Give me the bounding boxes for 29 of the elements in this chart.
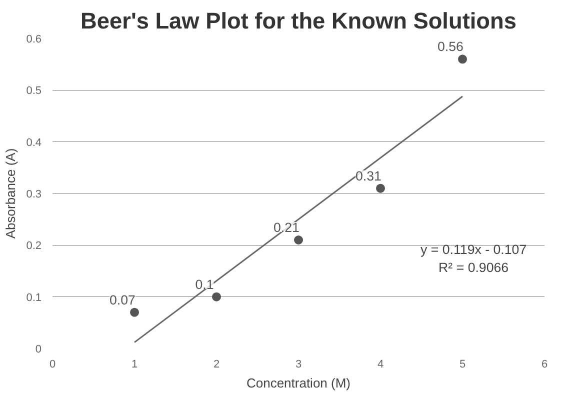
y-tick-label: 0 xyxy=(35,344,42,356)
data-label: 0.31 xyxy=(356,168,382,184)
x-tick-label: 5 xyxy=(459,358,466,370)
point xyxy=(130,308,139,317)
point xyxy=(294,236,303,244)
data-label: 0.1 xyxy=(195,276,214,292)
y-axis-title: Absorbance (A) xyxy=(3,148,18,239)
annotation: y = 0.119x - 0.107 xyxy=(420,242,527,257)
point xyxy=(212,292,221,302)
data-label: 0.56 xyxy=(438,39,464,54)
x-tick-label: 0 xyxy=(49,358,56,370)
y-tick-label: 0.3 xyxy=(26,188,42,200)
x-tick-label: 4 xyxy=(377,358,384,370)
x-tick-label: 2 xyxy=(213,358,220,370)
chart-title: Beer's Law Plot for the Known Solutions xyxy=(80,8,516,34)
y-tick-label: 0.2 xyxy=(26,240,42,252)
x-tick-label: 3 xyxy=(295,358,302,370)
point xyxy=(458,54,467,64)
x-tick-label: 1 xyxy=(131,358,138,370)
x-axis-title: Concentration (M) xyxy=(246,376,351,390)
point xyxy=(376,184,385,193)
x-tick-label: 6 xyxy=(541,358,548,370)
data-label: 0.21 xyxy=(274,220,300,235)
y-tick-label: 0.1 xyxy=(26,292,42,304)
y-tick-label: 0.4 xyxy=(26,136,42,149)
annotation: R² = 0.9066 xyxy=(438,260,509,275)
y-tick-label: 0.5 xyxy=(26,85,42,98)
y-tick-label: 0.6 xyxy=(26,34,42,46)
data-label: 0.07 xyxy=(110,292,136,308)
